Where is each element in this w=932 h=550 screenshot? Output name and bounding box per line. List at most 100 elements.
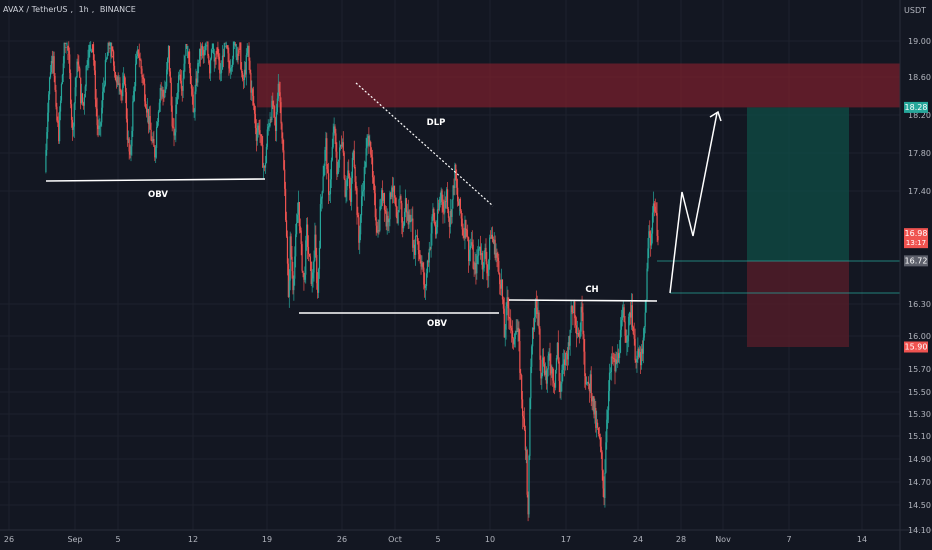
candle-body [168, 45, 171, 72]
candle-body [286, 236, 289, 264]
candle-body [125, 92, 128, 119]
candle-body [569, 329, 571, 346]
candle-body [537, 312, 539, 315]
candle-body [448, 217, 450, 227]
candle-body [551, 367, 553, 374]
candle-body [117, 76, 119, 85]
candle-body [148, 116, 150, 124]
candle-body [312, 272, 314, 279]
candle-body [263, 166, 265, 168]
candle-body [123, 75, 125, 84]
candle-body [522, 416, 525, 419]
candle-body [85, 65, 87, 87]
candle-body [525, 450, 527, 451]
candle-body [258, 125, 260, 131]
candle-body [501, 279, 504, 300]
candle-body [511, 330, 514, 339]
candle-body [408, 214, 410, 225]
candle-body [307, 246, 310, 254]
candle-body [176, 97, 178, 105]
candle-body [68, 50, 70, 55]
candle-body [598, 434, 601, 438]
candle-body [655, 211, 657, 214]
candle-body [643, 326, 645, 338]
candle-body [457, 187, 459, 202]
candle-body [137, 49, 139, 55]
candle-body [210, 49, 213, 59]
candle-body [249, 60, 251, 73]
price-label-bg [904, 255, 928, 267]
stop-zone [747, 260, 849, 347]
candle-body [490, 234, 493, 239]
symbol-header[interactable]: AVAX / TetherUS, 1h, BINANCE [3, 5, 139, 14]
projection-arrow-icon [709, 110, 722, 122]
candle-body [78, 64, 80, 69]
candle-body [323, 165, 325, 177]
candle-body [145, 107, 148, 113]
candle-body [308, 253, 311, 257]
candle-body [93, 59, 96, 71]
candle-body [46, 132, 48, 150]
chart-grid [0, 0, 900, 531]
candle-body [639, 352, 641, 358]
candle-body [246, 53, 248, 56]
candle-body [206, 41, 208, 43]
candle-body [263, 166, 266, 168]
candle-body [289, 236, 291, 281]
candle-body [190, 83, 192, 89]
candle-body [58, 123, 60, 142]
candle-body [638, 348, 640, 358]
candle-body [538, 312, 540, 329]
candle-body [155, 147, 157, 158]
candle-body [505, 306, 507, 330]
candle-body [221, 55, 224, 70]
candle-body [140, 60, 142, 69]
candle-body [492, 238, 494, 244]
candle-body [118, 83, 120, 85]
candle-body [248, 45, 250, 61]
candle-body [220, 69, 223, 73]
candle-body [356, 188, 358, 215]
candle-body [413, 244, 415, 248]
candle-body [293, 278, 295, 291]
candle-body [616, 359, 618, 363]
candle-body [641, 348, 644, 354]
candle-body [84, 86, 86, 98]
candle-body [469, 245, 472, 250]
candle-body [347, 170, 349, 179]
candle-body [102, 91, 104, 108]
candle-body [628, 316, 630, 336]
candle-body [302, 270, 304, 273]
candle-body [434, 219, 436, 225]
candle-body [359, 234, 361, 243]
candle-body [423, 267, 425, 285]
candle-body [596, 422, 598, 428]
candle-body [579, 331, 581, 338]
candle-body [264, 162, 267, 168]
candle-body [461, 218, 463, 230]
candle-body [592, 396, 594, 402]
candle-body [587, 381, 590, 384]
candle-body [440, 190, 442, 199]
candle-body [548, 353, 550, 356]
x-tick-label: 7 [786, 535, 791, 544]
candle-body [335, 133, 337, 152]
candle-body [420, 261, 422, 267]
candle-body [554, 370, 557, 388]
candle-body [101, 107, 103, 123]
candle-body [394, 197, 397, 206]
candle-body [627, 335, 629, 342]
candle-body [380, 205, 382, 207]
y-tick-label: 19.00 [908, 37, 931, 46]
candle-body [527, 494, 529, 515]
candle-body [108, 42, 110, 46]
candle-body [240, 42, 242, 69]
candle-body [300, 230, 302, 245]
candle-body [580, 306, 582, 332]
candle-body [506, 297, 508, 307]
price-label: 18.28 [905, 103, 928, 112]
candle-body [336, 151, 338, 175]
supply-zone [257, 63, 900, 108]
